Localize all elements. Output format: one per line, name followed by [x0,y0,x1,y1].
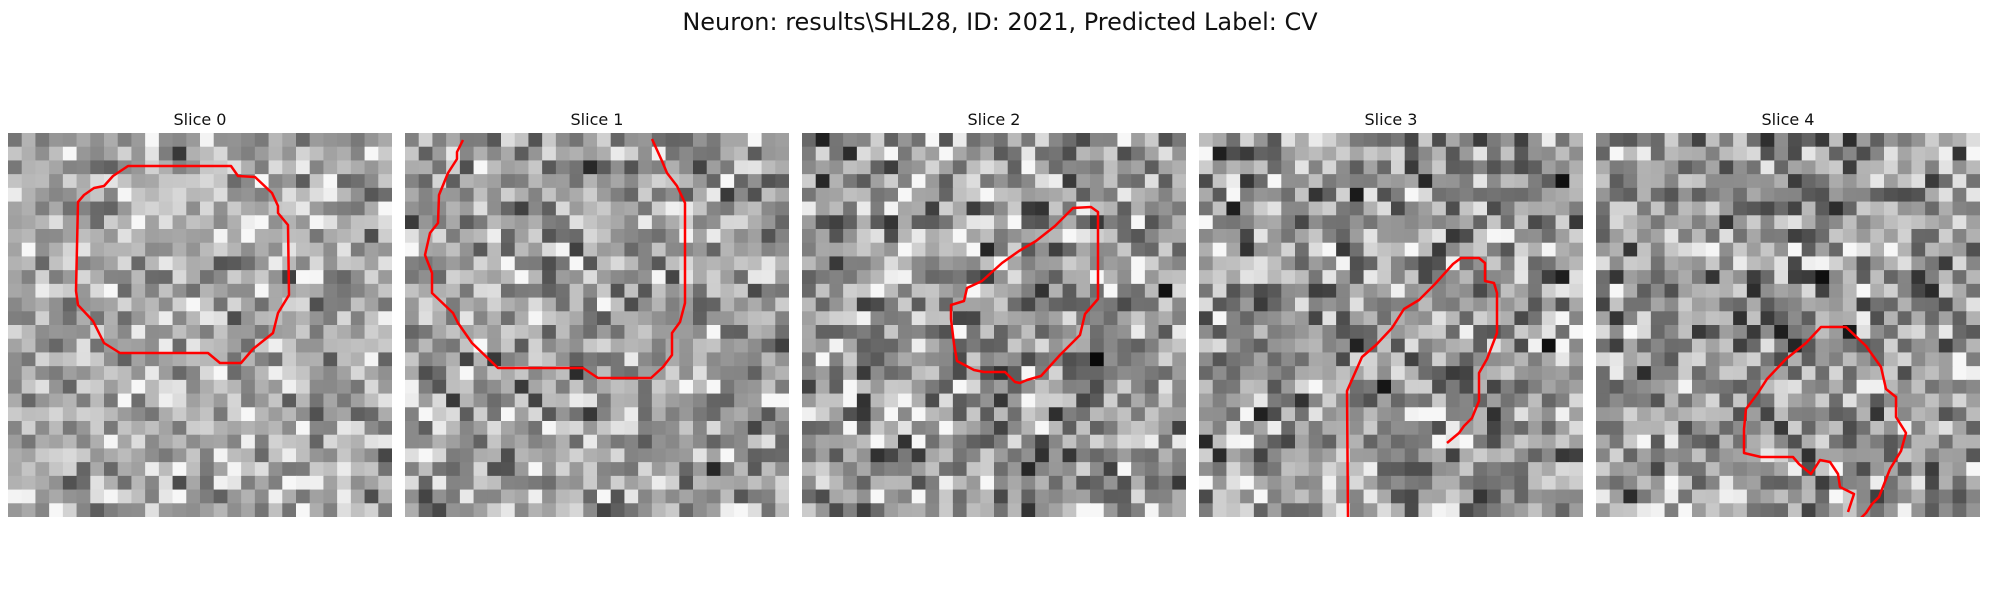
slice-panel-1: Slice 1 [397,107,797,517]
roi-contour [1345,256,1499,517]
roi-contour [74,164,291,365]
slice-title: Slice 1 [570,110,624,129]
roi-contour [949,205,1100,385]
slice-panel-2: Slice 2 [794,107,1194,517]
slice-panel-3: Slice 3 [1191,107,1591,517]
slice-image-4 [1596,133,1980,517]
figure-title: Neuron: results\SHL28, ID: 2021, Predict… [682,8,1318,36]
slice-title: Slice 3 [1364,110,1418,129]
slice-panel-0: Slice 0 [0,107,400,517]
roi-contour [1742,325,1908,517]
slice-image-3 [1199,133,1583,517]
slice-title: Slice 4 [1761,110,1815,129]
slice-panel-4: Slice 4 [1588,107,1988,517]
slice-title: Slice 2 [967,110,1021,129]
slice-image-2 [802,133,1186,517]
roi-contour [423,138,687,380]
slice-image-0 [8,133,392,517]
slice-title: Slice 0 [173,110,227,129]
slice-image-1 [405,133,789,517]
